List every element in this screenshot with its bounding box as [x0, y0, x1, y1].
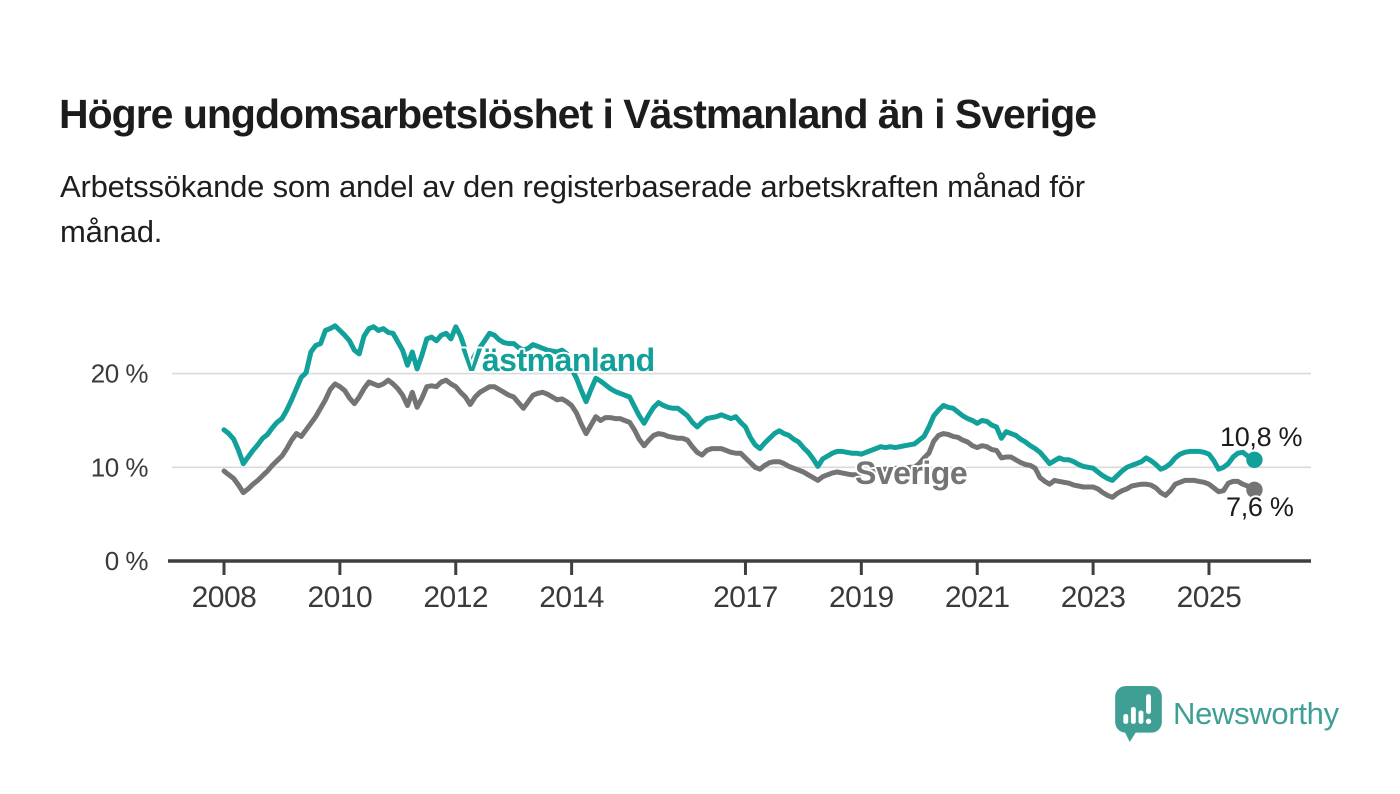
logo-bubble-tail [1123, 729, 1138, 742]
newsworthy-logo-icon [1115, 686, 1162, 742]
chart-subtitle: Arbetssökande som andel av den registerb… [60, 164, 1085, 254]
newsworthy-logo: Newsworthy [1115, 686, 1339, 742]
subtitle-line: månad. [60, 214, 163, 249]
page-title: Högre ungdomsarbetslöshet i Västmanland … [59, 91, 1097, 138]
x-tick-label: 2008 [192, 581, 257, 614]
x-tick-label: 2021 [945, 581, 1010, 614]
y-tick-label: 0 % [105, 546, 149, 576]
series-label-sverige: Sverige [855, 455, 968, 491]
x-tick-label: 2025 [1177, 581, 1242, 614]
newsworthy-logo-text: Newsworthy [1173, 696, 1339, 731]
y-tick-label: 10 % [91, 452, 149, 482]
series-end-dot-västmanland [1246, 451, 1263, 469]
x-tick-label: 2017 [713, 581, 778, 614]
series-line-västmanland [221, 323, 1255, 483]
logo-bar-2 [1130, 707, 1136, 724]
series-label-vastmanland: Västmanland [461, 342, 655, 378]
logo-bar-1 [1123, 714, 1129, 724]
end-value-label-vastmanland: 10,8 % [1220, 422, 1303, 452]
end-value-label-sverige: 7,6 % [1226, 492, 1294, 522]
logo-exclamation-dot [1145, 718, 1152, 725]
x-tick-label: 2023 [1061, 581, 1126, 614]
logo-exclamation-bar [1146, 694, 1151, 714]
x-tick-label: 2019 [829, 581, 894, 614]
series-end-dot-sverige [1246, 481, 1263, 498]
logo-bar-3 [1138, 710, 1144, 724]
x-tick-label: 2014 [539, 581, 604, 614]
logo-bubble [1115, 686, 1162, 733]
x-tick-label: 2010 [308, 581, 373, 614]
y-tick-label: 20 % [91, 359, 149, 389]
subtitle-line: Arbetssökande som andel av den registerb… [60, 169, 1085, 204]
x-tick-label: 2012 [423, 581, 488, 614]
series-line-sverige [221, 377, 1255, 500]
